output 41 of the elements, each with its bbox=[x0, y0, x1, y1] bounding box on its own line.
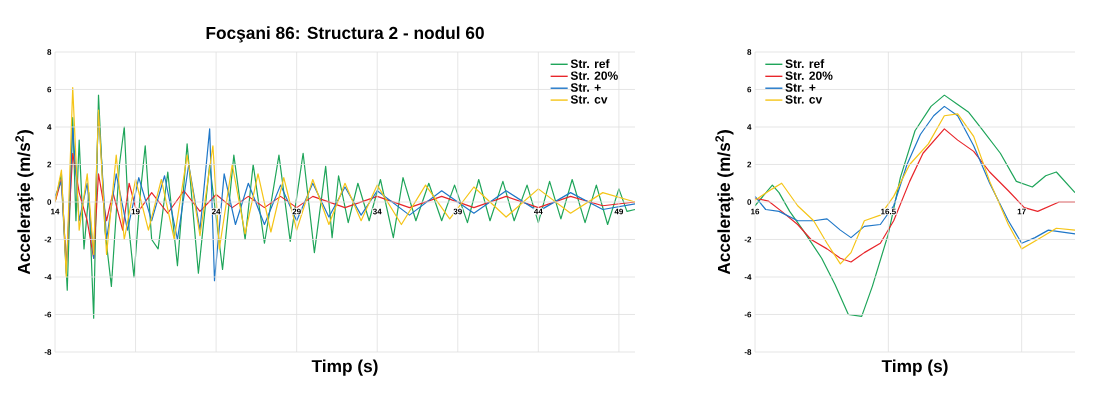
legend-label: Str. + bbox=[570, 83, 601, 92]
y-tick-label: -6 bbox=[44, 311, 52, 318]
y-tick-label: -2 bbox=[744, 236, 752, 243]
x-tick-label: 16.5 bbox=[881, 208, 896, 215]
legend-label: Str. ref bbox=[785, 59, 825, 68]
y-tick-label: 0 bbox=[47, 199, 52, 205]
y-tick-label: 4 bbox=[47, 124, 52, 130]
y-tick-label: -4 bbox=[744, 274, 752, 280]
x-tick-label: 49 bbox=[614, 208, 624, 215]
y-tick-label: 8 bbox=[747, 49, 752, 55]
y-tick-label: 6 bbox=[747, 86, 752, 93]
y-tick-label: 2 bbox=[47, 161, 52, 168]
y-tick-label: -8 bbox=[44, 349, 52, 355]
y-tick-label: -6 bbox=[744, 311, 752, 318]
legend-label: Str. 20% bbox=[570, 71, 618, 80]
x-axis-title: Timp (s) bbox=[311, 359, 378, 376]
legend-label: Str. cv bbox=[785, 95, 823, 104]
x-tick-label: 19 bbox=[131, 208, 140, 215]
x-tick-label: 34 bbox=[372, 208, 382, 215]
x-tick-label: 17 bbox=[1017, 208, 1026, 215]
legend-label: Str. 20% bbox=[785, 71, 833, 80]
x-tick-label: 29 bbox=[292, 208, 301, 215]
y-tick-label: 4 bbox=[747, 124, 752, 130]
y-tick-label: -4 bbox=[44, 274, 52, 280]
x-tick-label: 16 bbox=[751, 208, 760, 215]
y-axis-title: Acceleraţie (m/s$^{2}$) bbox=[715, 130, 734, 275]
x-axis-title: Timp (s) bbox=[881, 359, 948, 376]
y-tick-label: -8 bbox=[744, 349, 752, 355]
y-tick-label: 0 bbox=[747, 199, 752, 205]
y-tick-label: 2 bbox=[747, 161, 752, 168]
legend-label: Str. cv bbox=[570, 95, 608, 104]
x-tick-label: 14 bbox=[51, 208, 60, 215]
y-tick-label: -2 bbox=[44, 236, 52, 243]
x-tick-label: 39 bbox=[453, 208, 462, 215]
y-axis-title: Acceleraţie (m/s$^{2}$) bbox=[15, 130, 34, 275]
legend-label: Str. ref bbox=[570, 59, 610, 68]
legend-label: Str. + bbox=[785, 83, 816, 92]
y-tick-label: 6 bbox=[47, 86, 52, 93]
chart-title: Focşani 86: Structura 2 - nodul 60 bbox=[206, 26, 484, 43]
y-tick-label: 8 bbox=[47, 49, 52, 55]
x-tick-label: 24 bbox=[211, 208, 221, 215]
